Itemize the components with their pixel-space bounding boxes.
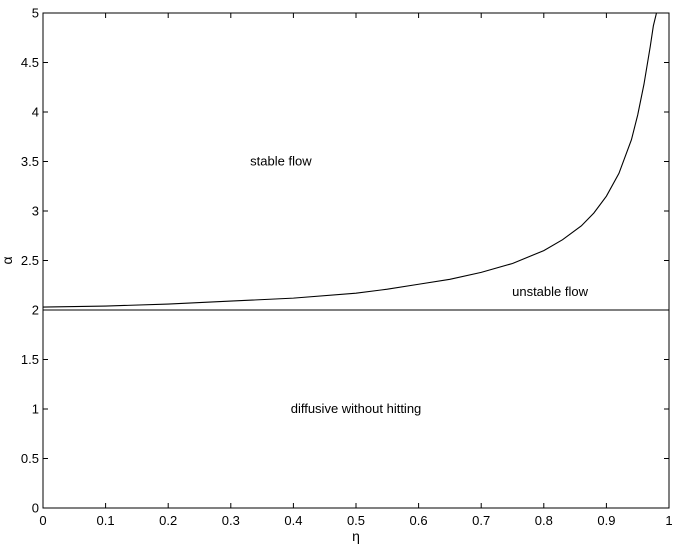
series-layer bbox=[42, 12, 669, 311]
x-axis-ticks: 0 0.1 0.2 0.3 0.4 0.5 0.6 0.7 0.8 0.9 1 bbox=[39, 13, 673, 528]
y-axis-label: α bbox=[0, 256, 15, 264]
y-tick-label: 0 bbox=[32, 501, 39, 516]
y-tick-label: 4 bbox=[32, 105, 39, 120]
x-tick-label: 0.1 bbox=[97, 513, 115, 528]
x-tick-label: 0.6 bbox=[410, 513, 428, 528]
y-tick-label: 2.5 bbox=[21, 253, 39, 268]
region-annotation: stable flow bbox=[250, 154, 312, 169]
y-tick-label: 3 bbox=[32, 204, 39, 219]
x-tick-label: 0.3 bbox=[222, 513, 240, 528]
x-tick-label: 0.4 bbox=[284, 513, 302, 528]
region-annotation: diffusive without hitting bbox=[291, 401, 422, 416]
x-tick-label: 1 bbox=[665, 513, 672, 528]
x-tick-label: 0.5 bbox=[347, 513, 365, 528]
x-tick-label: 0.8 bbox=[535, 513, 553, 528]
y-tick-label: 2 bbox=[32, 303, 39, 318]
y-tick-label: 1 bbox=[32, 402, 39, 417]
x-axis-label: η bbox=[352, 528, 360, 544]
y-tick-label: 0.5 bbox=[21, 451, 39, 466]
region-annotation: unstable flow bbox=[512, 284, 588, 299]
x-tick-label: 0.2 bbox=[159, 513, 177, 528]
annotation-layer: stable flow unstable flow diffusive withou… bbox=[250, 154, 588, 417]
y-tick-label: 5 bbox=[32, 6, 39, 21]
stability-boundary-curve bbox=[42, 12, 658, 308]
y-axis-ticks: 0 0.5 1 1.5 2 2.5 3 3.5 4 4.5 5 bbox=[21, 6, 669, 516]
plot-frame bbox=[42, 12, 670, 509]
y-tick-label: 1.5 bbox=[21, 352, 39, 367]
y-tick-label: 3.5 bbox=[21, 154, 39, 169]
x-tick-label: 0.7 bbox=[472, 513, 490, 528]
x-tick-label: 0.9 bbox=[597, 513, 615, 528]
y-tick-label: 4.5 bbox=[21, 55, 39, 70]
x-tick-label: 0 bbox=[39, 513, 46, 528]
